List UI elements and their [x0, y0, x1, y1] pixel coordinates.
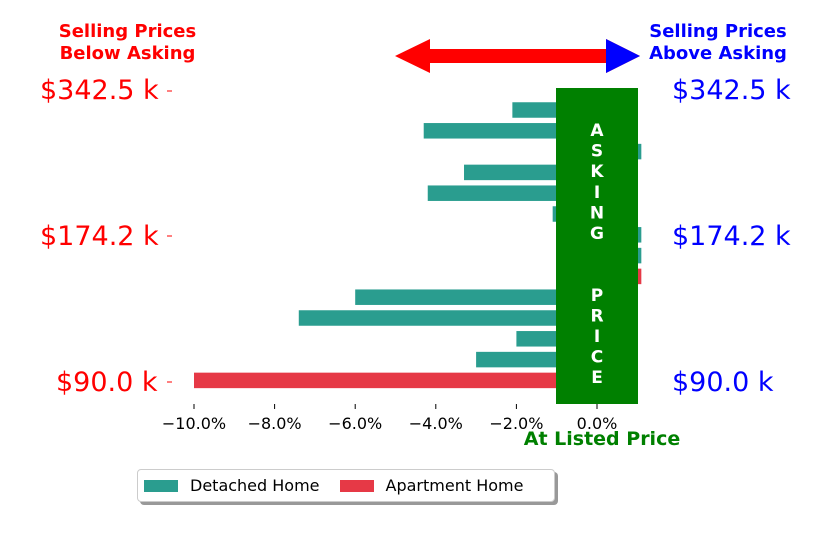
left-price-top: $342.5 k [40, 75, 159, 106]
right-price-bottom: $90.0 k [672, 367, 774, 398]
header-above-line2: Above Asking [649, 43, 787, 64]
header-below-line2: Below Asking [59, 43, 196, 64]
x-tick-label-1: −8.0% [248, 414, 302, 433]
x-tick-label-2: −6.0% [328, 414, 382, 433]
x-tick-label-0: −10.0% [162, 414, 226, 433]
y-tick-marks [167, 90, 172, 383]
left-price-mid: $174.2 k [40, 221, 159, 252]
x-axis: −10.0% −8.0% −6.0% −4.0% −2.0% 0.0% [162, 404, 617, 433]
detached-bar-9 [355, 289, 597, 305]
legend-item-apartment: Apartment Home [339, 476, 524, 495]
x-tick-label-4: −2.0% [489, 414, 543, 433]
legend-swatch-apartment [339, 479, 374, 492]
x-axis-title: At Listed Price [524, 428, 680, 450]
header-below-asking: Selling Prices Below Asking [40, 21, 215, 65]
asking-price-band [556, 88, 638, 404]
legend: Detached Home Apartment Home [137, 469, 555, 502]
apartment-bar-13 [194, 372, 597, 389]
legend-swatch-detached [144, 479, 178, 492]
legend-label-detached: Detached Home [190, 476, 320, 495]
legend-label-apartment: Apartment Home [385, 476, 524, 495]
header-below-line1: Selling Prices [58, 21, 197, 42]
above-arrow-head-icon [606, 39, 640, 73]
x-tick-label-3: −4.0% [409, 414, 463, 433]
header-above-asking: Selling Prices Above Asking [632, 21, 804, 65]
legend-item-detached: Detached Home [144, 476, 320, 495]
double-arrow-icon [395, 39, 640, 73]
right-price-mid: $174.2 k [672, 221, 791, 252]
detached-bar-10 [298, 310, 597, 326]
header-above-line1: Selling Prices [649, 21, 787, 42]
detached-bar-1 [423, 123, 597, 139]
detached-bar-4 [427, 185, 597, 201]
left-price-bottom: $90.0 k [56, 367, 158, 398]
right-price-top: $342.5 k [672, 75, 791, 106]
x-tick-label-5: 0.0% [577, 414, 618, 433]
